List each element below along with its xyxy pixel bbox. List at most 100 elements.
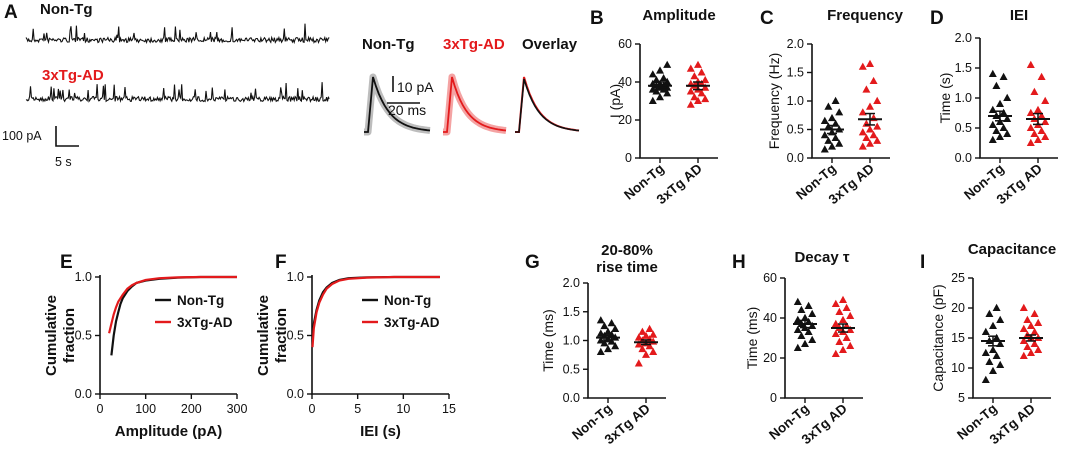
- data-point-tg: [1026, 138, 1035, 146]
- avg-scale-time-label: 20 ms: [388, 102, 426, 118]
- data-point-tg: [1041, 96, 1050, 104]
- x-tick-label: 300: [227, 402, 248, 416]
- y-tick-label: 1.5: [955, 61, 972, 75]
- data-point-nontg: [999, 123, 1008, 131]
- y-tick-label: 40: [763, 311, 777, 325]
- y-tick-label: 0.5: [287, 329, 304, 343]
- data-point-tg: [649, 347, 658, 355]
- overlay-event-tg: [515, 76, 580, 133]
- data-point-nontg: [989, 366, 997, 374]
- data-point-nontg: [797, 305, 806, 313]
- data-point-nontg: [793, 325, 802, 333]
- data-point-tg: [842, 303, 851, 311]
- data-point-nontg: [604, 344, 612, 353]
- y-tick-label: 1.0: [955, 91, 972, 105]
- data-point-tg: [1019, 324, 1028, 332]
- data-point-tg: [831, 349, 840, 357]
- y-tick-label: 60: [618, 37, 632, 51]
- y-tick-label: 1.5: [787, 66, 804, 80]
- data-point-tg: [701, 83, 710, 91]
- data-point-nontg: [1003, 114, 1012, 122]
- data-point-nontg: [596, 329, 605, 337]
- data-point-nontg: [648, 85, 657, 93]
- data-point-nontg: [999, 72, 1008, 80]
- data-point-tg: [642, 331, 650, 339]
- panel-letter-b: B: [590, 8, 604, 29]
- data-point-nontg: [985, 357, 994, 365]
- data-point-tg: [686, 100, 695, 108]
- panel-letter-d: D: [930, 8, 944, 29]
- y-axis-label: I (pA): [607, 84, 623, 118]
- avg-event-nontg: [364, 76, 431, 133]
- avg-event-tg-spread: [443, 73, 507, 136]
- data-point-tg: [701, 75, 710, 84]
- data-point-tg: [842, 333, 851, 341]
- y-tick-label: 1.0: [563, 334, 580, 348]
- cdf-line-nontg: [311, 275, 440, 342]
- data-point-tg: [846, 311, 855, 319]
- scale-bar: [55, 126, 79, 147]
- data-point-tg: [1030, 309, 1039, 317]
- data-point-tg: [866, 102, 874, 110]
- data-point-tg: [839, 345, 847, 353]
- line-chart-e: 0 100 200 300 0.0 0.5 1.0 Amplitude (pA) Cumulat…: [43, 270, 247, 440]
- data-point-nontg: [596, 347, 605, 355]
- data-point-nontg: [801, 339, 809, 347]
- legend-label: 3xTg-AD: [384, 315, 440, 330]
- y-tick-label: 2.0: [787, 37, 804, 51]
- data-point-tg: [649, 330, 658, 338]
- data-point-tg: [1023, 342, 1032, 350]
- data-point-nontg: [831, 133, 840, 142]
- raw-trace-tg: [25, 82, 330, 103]
- legend-label: Non-Tg: [177, 293, 224, 308]
- y-tick-label: 0.5: [787, 123, 804, 137]
- data-point-tg: [1034, 105, 1042, 113]
- data-point-tg: [634, 333, 643, 341]
- data-point-nontg: [835, 108, 844, 116]
- panel-letter-c: C: [760, 8, 774, 29]
- data-point-nontg: [793, 315, 802, 323]
- y-tick-label: 5: [958, 391, 965, 405]
- data-point-nontg: [988, 105, 997, 113]
- data-point-tg: [862, 119, 871, 127]
- panel-letter-a: A: [4, 2, 18, 23]
- data-point-tg: [831, 329, 840, 337]
- chart-title: Capacitance: [968, 241, 1056, 258]
- chart-title: Amplitude: [642, 7, 715, 24]
- data-point-nontg: [611, 342, 620, 350]
- data-point-nontg: [652, 87, 661, 95]
- data-point-nontg: [820, 145, 829, 153]
- x-tick-label: 0: [309, 402, 316, 416]
- y-tick-label: 1.0: [287, 270, 304, 284]
- data-point-tg: [1026, 60, 1035, 68]
- panel-letter-f: F: [275, 252, 287, 273]
- data-point-tg: [839, 295, 847, 303]
- data-point-nontg: [824, 102, 833, 110]
- data-point-nontg: [596, 316, 605, 324]
- data-point-nontg: [996, 339, 1005, 347]
- data-point-nontg: [600, 321, 609, 330]
- y-tick-label: 0.5: [75, 329, 92, 343]
- data-point-tg: [869, 76, 878, 85]
- y-tick-label: 0.0: [75, 387, 92, 401]
- data-point-tg: [697, 89, 706, 97]
- y-tick-label: 1.0: [787, 94, 804, 108]
- data-point-tg: [1034, 345, 1043, 353]
- data-point-nontg: [989, 345, 997, 353]
- chart-title: IEI: [1010, 7, 1028, 24]
- data-point-tg: [1034, 135, 1042, 143]
- y-tick-label: 15: [951, 331, 965, 345]
- data-point-nontg: [808, 335, 817, 343]
- data-point-tg: [638, 327, 647, 335]
- data-point-tg: [862, 85, 871, 93]
- y-tick-label: 0: [625, 151, 632, 165]
- data-point-tg: [634, 340, 643, 348]
- data-point-tg: [686, 64, 695, 72]
- y-tick-label: 0: [770, 391, 777, 405]
- y-axis-label: Capacitance (pF): [930, 284, 946, 391]
- y-axis-label: Time (s): [937, 73, 953, 124]
- data-point-tg: [869, 131, 878, 139]
- y-axis-label: Frequency (Hz): [766, 53, 782, 149]
- data-point-nontg: [600, 339, 609, 347]
